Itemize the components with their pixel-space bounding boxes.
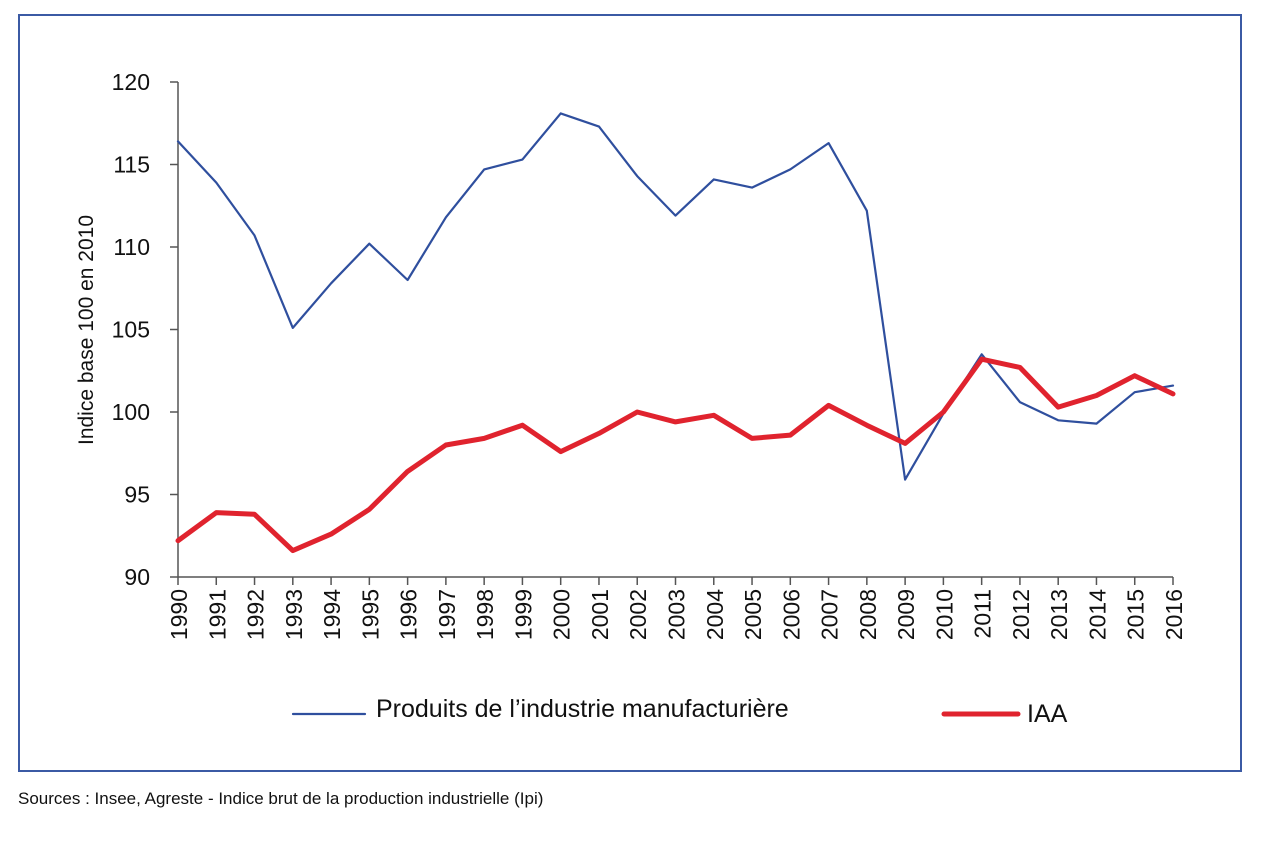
legend: Produits de l’industrie manufacturière IA… [291, 695, 1068, 728]
chart-frame [18, 14, 1242, 772]
x-tick-label: 2005 [740, 589, 766, 640]
x-tick-label: 1992 [243, 589, 269, 640]
x-tick-label: 2004 [702, 589, 728, 640]
x-tick-label: 2009 [893, 589, 919, 640]
x-tick-label: 2014 [1084, 589, 1110, 640]
x-tick-label: 2006 [778, 589, 804, 640]
x-tick-label: 2011 [970, 589, 996, 638]
y-axis-title: Indice base 100 en 2010 [75, 215, 98, 445]
x-tick-label: 2001 [587, 589, 613, 640]
y-tick-label: 95 [124, 482, 150, 508]
x-tick-label: 2003 [664, 589, 690, 640]
series-line-manufacturiere [176, 112, 1175, 481]
series-line-iaa [175, 356, 1176, 554]
x-tick-label: 1996 [396, 589, 422, 640]
x-tick-label: 1991 [204, 589, 230, 640]
y-tick-label: 110 [113, 234, 150, 260]
x-tick-label: 1999 [510, 589, 536, 640]
x-tick-label: 2007 [817, 589, 843, 640]
y-tick-label: 105 [112, 317, 150, 343]
x-tick-label: 1995 [357, 589, 383, 640]
x-tick-label: 1994 [319, 589, 345, 640]
x-tick-label: 2013 [1046, 589, 1072, 640]
x-tick-label: 1998 [472, 589, 498, 640]
x-axis: 1990 1991 1992 1993 1994 1995 1996 1997 1998 1999… [166, 576, 1187, 640]
series-layer [175, 112, 1176, 554]
x-tick-label: 2010 [931, 589, 957, 640]
y-tick-label: 90 [124, 564, 150, 590]
y-tick-label: 115 [113, 152, 150, 178]
x-tick-label: 2008 [855, 589, 881, 640]
legend-label: IAA [1027, 700, 1068, 728]
source-note: Sources : Insee, Agreste - Indice brut d… [18, 789, 544, 808]
legend-label: Produits de l’industrie manufacturière [376, 695, 789, 723]
x-tick-label: 1993 [281, 589, 307, 640]
x-tick-label: 2002 [625, 589, 651, 640]
x-tick-label: 1997 [434, 589, 460, 640]
y-tick-label: 120 [112, 69, 150, 95]
x-tick-label: 2016 [1161, 589, 1187, 640]
x-tick-label: 2012 [1008, 589, 1034, 640]
y-axis: 90 95 100 105 110 115 120 [112, 69, 179, 590]
y-tick-label: 100 [112, 399, 150, 425]
x-tick-label: 2000 [549, 589, 575, 640]
x-tick-label: 2015 [1123, 589, 1149, 640]
x-tick-label: 1990 [166, 589, 192, 640]
